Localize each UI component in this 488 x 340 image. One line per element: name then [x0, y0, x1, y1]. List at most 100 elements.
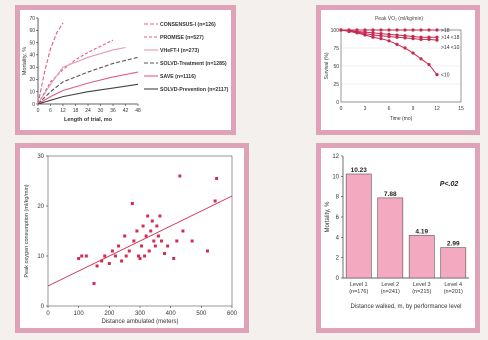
y-tick-label: 30 [29, 65, 35, 71]
survival-vo2-chart: Peak V̇O₂ (ml/kg/min) 0 25 50 75 100 0 3 6 9 12 15 T… [324, 15, 464, 122]
legend-label: SOLVD-Prevention (n=2117) [160, 87, 229, 93]
x-tick-label: 12 [434, 106, 440, 112]
series-line [37, 46, 126, 105]
y-axis-label: Survival (%) [324, 52, 330, 79]
y-tick-label: 0 [336, 276, 340, 282]
category-label: Level 2 [381, 282, 399, 288]
y-tick-label: 6 [336, 215, 340, 221]
data-point [178, 174, 182, 178]
x-tick-label: 42 [123, 108, 129, 114]
y-tick-label: 10 [29, 90, 35, 96]
data-point [120, 259, 124, 263]
data-point [135, 229, 139, 233]
p-value-annotation: P<.02 [440, 181, 459, 188]
y-tick-label: 0 [32, 102, 35, 108]
data-point [387, 39, 391, 43]
series-line [37, 83, 139, 105]
legend-label: SAVE (n=1116) [160, 74, 196, 80]
legend-label: SOLVD-Treatment (n=1285) [160, 61, 227, 67]
series-label: >14 <18 [441, 35, 460, 41]
data-point [159, 239, 163, 243]
x-tick-label: 0 [37, 108, 40, 114]
legend-label: PROMISE (n=527) [160, 35, 204, 41]
y-tick-label: 0 [41, 304, 45, 310]
data-point [141, 224, 145, 228]
y-tick-label: 8 [336, 195, 340, 201]
y-tick-label: 50 [29, 40, 35, 46]
bar [440, 247, 467, 279]
data-point [419, 57, 423, 61]
series-line [37, 71, 139, 105]
legend-label: CONSENSUS-I (n=126) [160, 22, 216, 28]
oxygen-distance-panel: 0 10 20 30 0 100 200 300 400 500 600 Distance ambul… [15, 143, 249, 333]
x-tick-label: 200 [104, 311, 115, 317]
data-point [143, 254, 147, 258]
x-axis-label: Length of trial, mo [64, 117, 113, 123]
x-tick-label: 3 [364, 106, 367, 112]
data-point [403, 46, 407, 50]
bar-value-label: 2.99 [447, 241, 460, 248]
y-tick-label: 10 [332, 174, 339, 180]
data-point [77, 257, 81, 260]
x-tick-label: 500 [196, 311, 207, 317]
data-point [110, 249, 114, 253]
data-point [149, 229, 153, 233]
y-tick-label: 50 [333, 64, 339, 70]
data-point [387, 34, 391, 39]
x-tick-label: 24 [85, 108, 91, 114]
series-line [37, 22, 64, 105]
data-point [113, 254, 117, 258]
x-tick-label: 600 [227, 311, 238, 317]
x-tick-label: 12 [60, 108, 66, 114]
data-point [124, 254, 128, 258]
data-point [153, 244, 157, 248]
data-point [138, 257, 142, 260]
data-point [427, 62, 431, 67]
data-point [215, 177, 219, 180]
series-line [37, 39, 114, 105]
data-point [100, 259, 104, 263]
data-point [127, 249, 131, 253]
data-point [205, 249, 209, 253]
data-point [427, 37, 431, 41]
x-tick-label: 36 [110, 108, 116, 114]
y-tick-label: 75 [333, 46, 339, 52]
x-tick-label: 100 [74, 311, 85, 317]
data-point [379, 34, 383, 38]
category-label: Level 3 [413, 282, 431, 288]
data-point [435, 28, 439, 32]
data-point [371, 35, 375, 39]
plot-frame [47, 155, 233, 307]
y-tick-label: 70 [29, 16, 35, 22]
chart-title: Peak V̇O₂ (ml/kg/min) [375, 15, 423, 22]
data-point [130, 202, 134, 205]
data-point [117, 244, 121, 248]
data-point [152, 239, 156, 243]
data-point [166, 244, 170, 248]
y-axis-label: Peak oxygen consumption (ml/kg/min) [24, 184, 30, 277]
y-tick-label: 12 [332, 154, 339, 160]
series-label: >18 [441, 28, 450, 34]
x-tick-label: 6 [388, 106, 391, 112]
x-tick-label: 30 [98, 108, 104, 114]
category-label: (n=176) [349, 289, 368, 295]
mortality-level-panel: 0 2 4 6 8 10 12 Mortality, % 10.23 Level 1 (n=176)… [316, 143, 480, 333]
data-point [411, 51, 415, 55]
y-tick-label: 20 [37, 204, 44, 210]
data-point [395, 42, 399, 47]
data-point [403, 28, 407, 32]
bar [377, 197, 404, 279]
data-point [95, 264, 99, 268]
bar [408, 235, 435, 279]
x-tick-label: 18 [73, 108, 79, 114]
x-tick-label: 400 [166, 311, 177, 317]
y-axis-label: Mortality, % [22, 47, 28, 75]
y-tick-label: 0 [336, 100, 339, 106]
bar [345, 173, 372, 279]
data-point [379, 37, 383, 41]
y-tick-label: 60 [29, 28, 35, 34]
category-label: Level 4 [444, 282, 462, 288]
y-tick-label: 10 [37, 254, 44, 260]
data-point [213, 199, 217, 203]
